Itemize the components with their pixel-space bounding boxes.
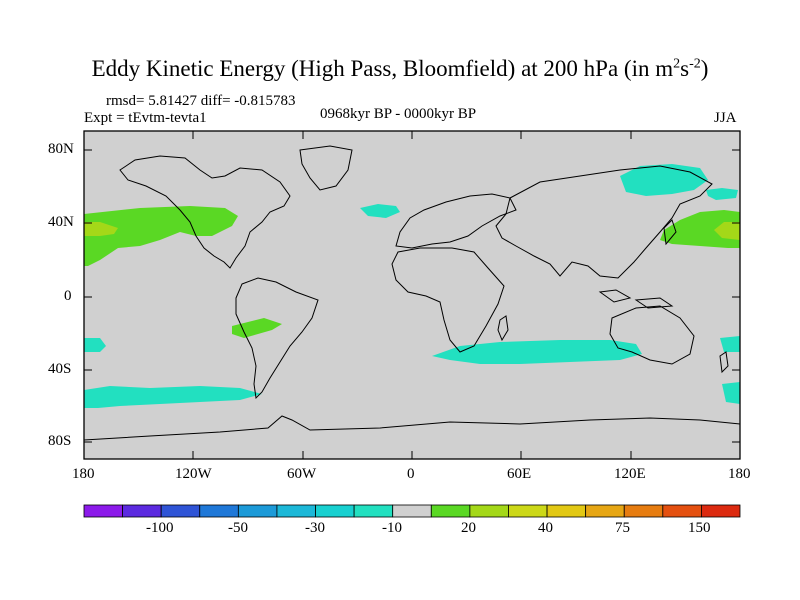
lon-label: 120E bbox=[614, 466, 646, 482]
colorbar-box bbox=[546, 504, 587, 518]
europe-coast bbox=[395, 193, 517, 249]
colorbar-label: -100 bbox=[146, 520, 174, 536]
colorbar-box bbox=[662, 504, 702, 518]
colorbar-box bbox=[701, 504, 741, 518]
chart-title: Eddy Kinetic Energy (High Pass, Bloomfie… bbox=[91, 56, 709, 81]
south-pacific-east-negative bbox=[722, 382, 740, 404]
sw-pacific-west-negative bbox=[84, 338, 106, 352]
borneo-coast bbox=[598, 289, 632, 303]
experiment-label: Expt = tEvtm-tevta1 bbox=[84, 110, 207, 126]
lon-label: 180 bbox=[72, 466, 95, 482]
colorbar-box bbox=[430, 504, 471, 518]
new-guinea-coast bbox=[634, 297, 674, 309]
colorbar-box bbox=[353, 504, 394, 518]
north-pacific-positive bbox=[84, 206, 238, 266]
siberia-negative bbox=[620, 164, 708, 196]
new-zealand-coast bbox=[719, 351, 729, 374]
south-pacific-negative bbox=[84, 386, 262, 408]
nw-pacific-core bbox=[714, 222, 740, 240]
colorbar-box bbox=[623, 504, 664, 518]
colorbar-label: -30 bbox=[305, 520, 325, 536]
axis-ticks bbox=[84, 131, 740, 459]
colorbar-label: 75 bbox=[615, 520, 630, 536]
lon-label: 120W bbox=[175, 466, 212, 482]
lon-label: 60W bbox=[287, 466, 317, 482]
season-label: JJA bbox=[714, 110, 737, 126]
map-frame bbox=[83, 130, 741, 460]
period-label: 0968kyr BP - 0000kyr BP bbox=[320, 106, 477, 122]
south-indian-negative bbox=[432, 340, 642, 364]
antarctica-coast bbox=[83, 415, 741, 441]
north-pacific-core bbox=[84, 222, 118, 236]
colorbar-box bbox=[237, 504, 278, 518]
colorbar-box bbox=[469, 504, 509, 518]
colorbar-box bbox=[160, 504, 201, 518]
colorbar-box bbox=[83, 504, 123, 518]
nw-pacific-positive bbox=[660, 210, 740, 248]
colorbar-box bbox=[508, 504, 548, 518]
lon-label: 60E bbox=[507, 466, 532, 482]
lat-label: 40N bbox=[48, 214, 74, 230]
field-anomalies bbox=[84, 164, 740, 408]
colorbar-label: 150 bbox=[688, 520, 711, 536]
colorbar-box bbox=[315, 504, 355, 518]
kamchatka-negative bbox=[706, 188, 738, 200]
colorbar-label: -10 bbox=[382, 520, 402, 536]
colorbar-label: 20 bbox=[461, 520, 476, 536]
lat-label: 80S bbox=[48, 433, 72, 449]
south-america-coast bbox=[235, 277, 319, 400]
north-america-coast bbox=[119, 155, 291, 269]
japan-coast bbox=[663, 219, 677, 246]
colorbar bbox=[83, 504, 741, 518]
madagascar-coast bbox=[497, 315, 509, 342]
lat-label: 40S bbox=[48, 361, 72, 377]
greenland-coast bbox=[299, 145, 353, 191]
colorbar-box bbox=[199, 504, 239, 518]
colorbar-box bbox=[276, 504, 316, 518]
colorbar-label: -50 bbox=[228, 520, 248, 536]
lat-label: 0 bbox=[64, 288, 72, 304]
sw-pacific-east-negative bbox=[720, 336, 740, 352]
australia-coast bbox=[609, 305, 695, 365]
stats-text: rmsd= 5.81427 diff= -0.815783 bbox=[106, 93, 296, 109]
asia-coast bbox=[495, 165, 713, 279]
africa-coast bbox=[391, 247, 505, 353]
coastlines bbox=[83, 145, 741, 441]
colorbar-box bbox=[392, 504, 432, 518]
north-atlantic-negative bbox=[360, 204, 400, 218]
colorbar-label: 40 bbox=[538, 520, 553, 536]
lon-label: 180 bbox=[728, 466, 751, 482]
lat-label: 80N bbox=[48, 141, 74, 157]
colorbar-box bbox=[122, 504, 162, 518]
colorbar-box bbox=[585, 504, 625, 518]
lon-label: 0 bbox=[407, 466, 415, 482]
